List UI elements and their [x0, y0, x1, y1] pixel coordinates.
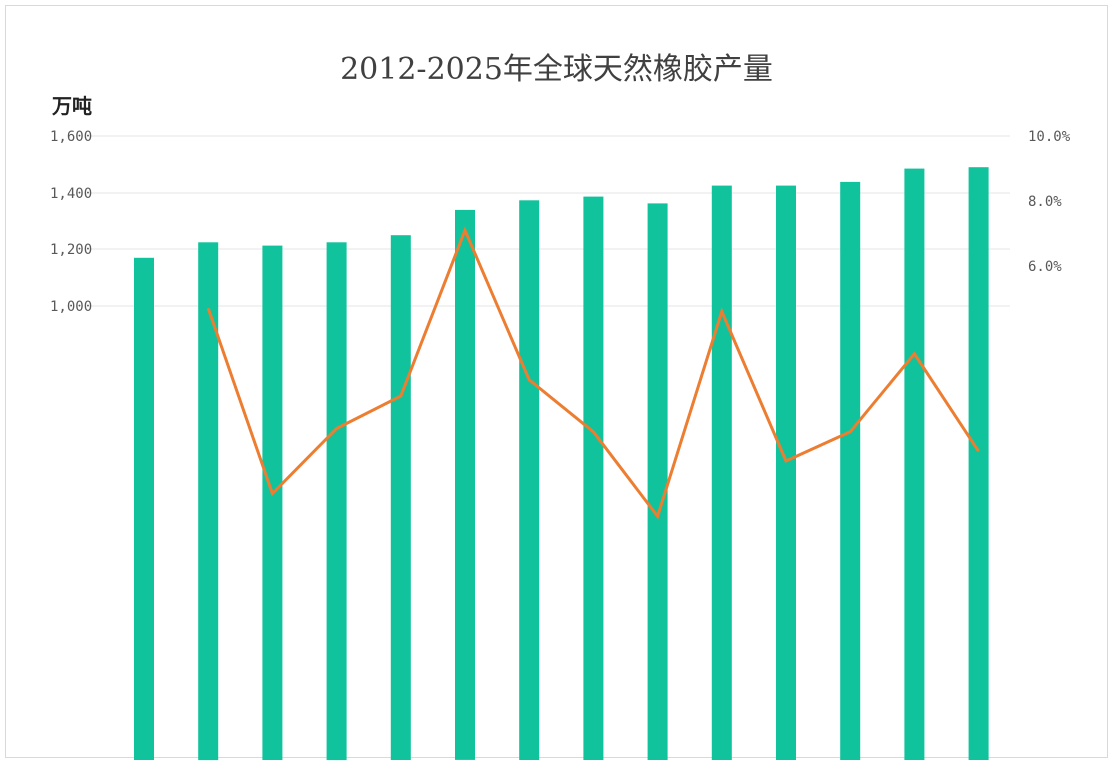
bar-2016: [390, 235, 411, 760]
growth-line: [206, 226, 980, 520]
bar-2023: [840, 181, 861, 760]
y-tick-1200: 1,200: [50, 242, 92, 258]
y-axis-unit: 万吨: [52, 94, 92, 118]
y2-tick-10: 10.0%: [1028, 129, 1071, 145]
bar-2014: [262, 245, 283, 761]
chart-title: 2012-2025年全球天然橡胶产量: [340, 52, 773, 87]
bar-2012: [134, 257, 154, 760]
y2-tick-6: 6.0%: [1028, 259, 1062, 275]
y-tick-1600: 1,600: [50, 129, 92, 145]
y-tick-1400: 1,400: [50, 186, 92, 202]
bar-2025: [968, 167, 989, 760]
bar-2021: [711, 185, 732, 761]
bar-2017: [455, 209, 475, 760]
bar-2019: [583, 196, 604, 761]
y2-tick-8: 8.0%: [1028, 194, 1062, 210]
bar-2015: [326, 242, 347, 761]
bar-2013: [198, 242, 219, 761]
bar-2020: [647, 203, 668, 760]
bar-2024: [904, 168, 925, 761]
bar-series: [134, 167, 989, 761]
bar-2018: [519, 200, 540, 761]
bar-2022: [776, 185, 796, 761]
y-tick-1000: 1,000: [50, 299, 92, 315]
